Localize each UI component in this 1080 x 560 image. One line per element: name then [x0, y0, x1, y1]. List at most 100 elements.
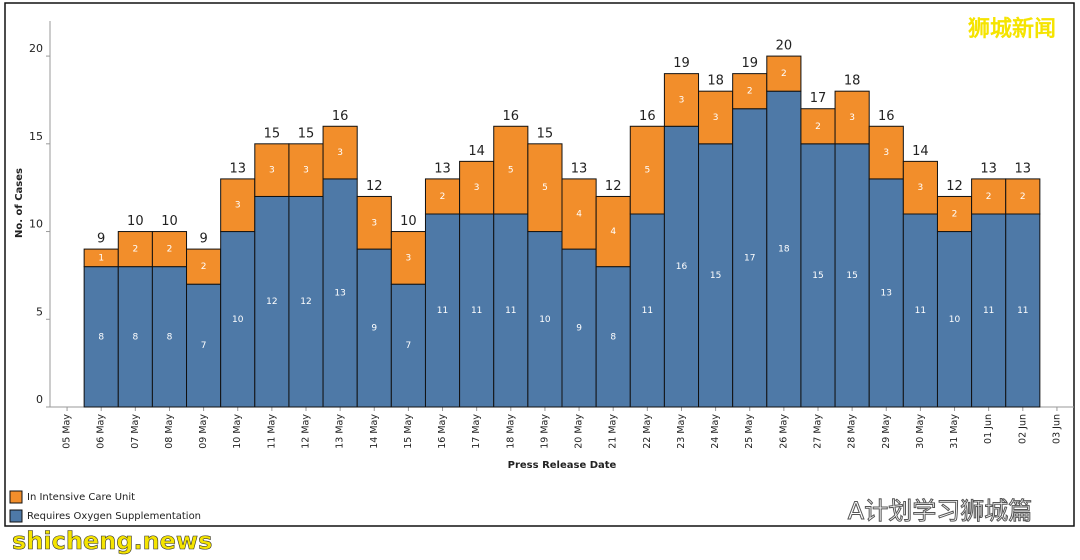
segment-label: 2 — [1020, 192, 1026, 202]
total-label: 16 — [878, 109, 895, 124]
segment-label: 7 — [406, 341, 412, 351]
segment-label: 8 — [167, 332, 173, 342]
x-tick-label: 06 May — [96, 414, 107, 449]
total-label: 19 — [673, 56, 690, 71]
total-label: 10 — [127, 214, 144, 229]
total-label: 12 — [605, 179, 622, 194]
x-tick-label: 15 May — [403, 414, 414, 449]
total-label: 10 — [161, 214, 178, 229]
total-label: 12 — [946, 179, 963, 194]
bar-segment — [117, 231, 153, 268]
segment-label: 13 — [334, 288, 345, 298]
segment-label: 15 — [846, 271, 857, 281]
segment-label: 2 — [952, 210, 958, 220]
total-label: 12 — [366, 179, 383, 194]
segment-label: 3 — [337, 148, 343, 158]
total-label: 10 — [400, 214, 417, 229]
bar-segment — [186, 283, 222, 408]
segment-label: 10 — [232, 315, 244, 325]
bar-segment — [663, 125, 700, 408]
bar-segment — [629, 213, 665, 408]
segment-label: 2 — [781, 69, 787, 79]
x-tick-label: 09 May — [198, 414, 209, 449]
y-tick-label: 20 — [29, 42, 43, 55]
bar-segment — [732, 108, 768, 408]
total-label: 13 — [229, 161, 246, 176]
total-label: 17 — [810, 91, 827, 106]
bar-segment — [322, 125, 358, 180]
segment-label: 3 — [406, 253, 412, 263]
segment-label: 12 — [266, 297, 277, 307]
segment-label: 11 — [642, 306, 653, 316]
segment-label: 16 — [676, 262, 688, 272]
bar-segment — [834, 143, 870, 408]
total-label: 15 — [298, 126, 315, 141]
x-tick-label: 25 May — [744, 414, 755, 449]
bar-segment — [800, 143, 836, 408]
x-tick-label: 12 May — [301, 414, 312, 449]
x-tick-label: 30 May — [915, 414, 926, 449]
bar-segment — [390, 283, 426, 408]
total-label: 14 — [912, 144, 929, 159]
x-tick-label: 20 May — [574, 414, 585, 449]
x-tick-label: 26 May — [778, 414, 789, 449]
segment-label: 3 — [269, 166, 275, 176]
segment-label: 8 — [98, 332, 104, 342]
segment-label: 15 — [710, 271, 721, 281]
segment-label: 3 — [713, 113, 719, 123]
total-label: 15 — [537, 126, 554, 141]
total-label: 13 — [1015, 161, 1032, 176]
bar-segment — [663, 73, 700, 127]
segment-label: 2 — [132, 245, 138, 255]
segment-label: 8 — [610, 332, 616, 342]
segment-label: 3 — [371, 218, 377, 228]
x-tick-label: 08 May — [164, 414, 175, 449]
bar-segment — [561, 178, 597, 250]
bar-segment — [971, 213, 1007, 408]
x-tick-label: 16 May — [437, 414, 448, 449]
segment-label: 3 — [883, 148, 889, 158]
x-tick-label: 05 May — [62, 414, 73, 449]
x-tick-label: 02 Jun — [1017, 414, 1028, 444]
x-tick-label: 28 May — [847, 414, 858, 449]
y-tick-label: 5 — [36, 305, 43, 318]
segment-label: 2 — [201, 262, 207, 272]
bar-segment — [151, 231, 188, 268]
total-label: 15 — [264, 126, 281, 141]
segment-label: 2 — [440, 192, 446, 202]
x-tick-label: 17 May — [471, 414, 482, 449]
legend-swatch — [9, 490, 23, 504]
bar-segment — [936, 195, 973, 233]
segment-label: 9 — [576, 324, 582, 334]
total-label: 19 — [741, 56, 758, 71]
segment-label: 11 — [915, 306, 926, 316]
segment-label: 9 — [371, 324, 377, 334]
x-tick-label: 22 May — [642, 414, 653, 449]
segment-label: 15 — [812, 271, 823, 281]
y-tick-label: 10 — [29, 218, 43, 231]
segment-label: 3 — [849, 113, 855, 123]
bar-segment — [629, 125, 665, 215]
segment-label: 8 — [132, 332, 138, 342]
bar-segment — [766, 90, 802, 408]
legend-label: In Intensive Care Unit — [27, 492, 135, 503]
total-label: 18 — [844, 74, 861, 89]
watermark: 狮城新闻 — [968, 16, 1056, 42]
x-tick-label: 07 May — [130, 414, 141, 449]
x-tick-label: 31 May — [949, 414, 960, 449]
segment-label: 3 — [235, 201, 241, 211]
bar-segment — [220, 178, 256, 233]
bar-segment — [117, 266, 153, 408]
segment-label: 2 — [986, 192, 992, 202]
bar-segment — [1005, 178, 1041, 215]
bar-segment — [254, 195, 290, 408]
bar-segment — [902, 213, 938, 408]
segment-label: 11 — [1017, 306, 1028, 316]
legend-label: Requires Oxygen Supplementation — [27, 511, 201, 522]
bar-segment — [971, 178, 1007, 215]
segment-label: 11 — [437, 306, 448, 316]
bar-segment — [868, 125, 904, 180]
segment-label: 2 — [815, 122, 821, 132]
segment-label: 13 — [881, 288, 892, 298]
